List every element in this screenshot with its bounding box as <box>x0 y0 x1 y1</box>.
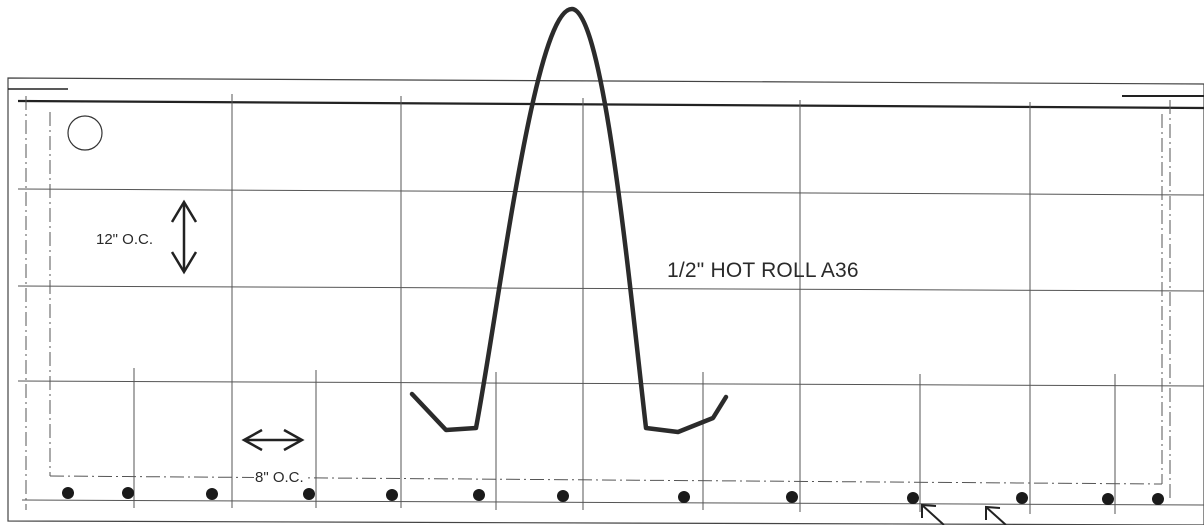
bottom-dot <box>678 491 690 503</box>
bottom-dot <box>62 487 74 499</box>
bottom-dot <box>473 489 485 501</box>
hot-roll-bar <box>409 6 729 435</box>
bottom-dot <box>557 490 569 502</box>
horizontal-grid <box>17 188 1204 506</box>
bottom-dot <box>907 492 919 504</box>
panel-border <box>7 77 1204 525</box>
bottom-dot <box>1152 493 1164 505</box>
bottom-dot <box>206 488 218 500</box>
bottom-dot <box>386 489 398 501</box>
bottom-dot <box>786 491 798 503</box>
top-edge-line <box>17 99 1204 110</box>
vertical-grid-major <box>231 94 1031 514</box>
bottom-dot <box>1102 493 1114 505</box>
dash-dot-boundary <box>25 96 1171 510</box>
bottom-dot <box>303 488 315 500</box>
hole-circle <box>67 115 103 151</box>
bottom-dot <box>1016 492 1028 504</box>
bottom-dots <box>62 487 1164 505</box>
vertical-dimension-arrow <box>170 199 198 275</box>
vertical-grid-minor <box>133 368 1116 514</box>
horizontal-dimension-arrow <box>241 428 305 452</box>
bottom-dot <box>122 487 134 499</box>
material-label: 1/2" HOT ROLL A36 <box>667 259 859 282</box>
pointer-arrows <box>921 503 1007 525</box>
horizontal-spacing-label: 8" O.C. <box>254 469 305 486</box>
vertical-spacing-label: 12" O.C. <box>96 231 154 248</box>
